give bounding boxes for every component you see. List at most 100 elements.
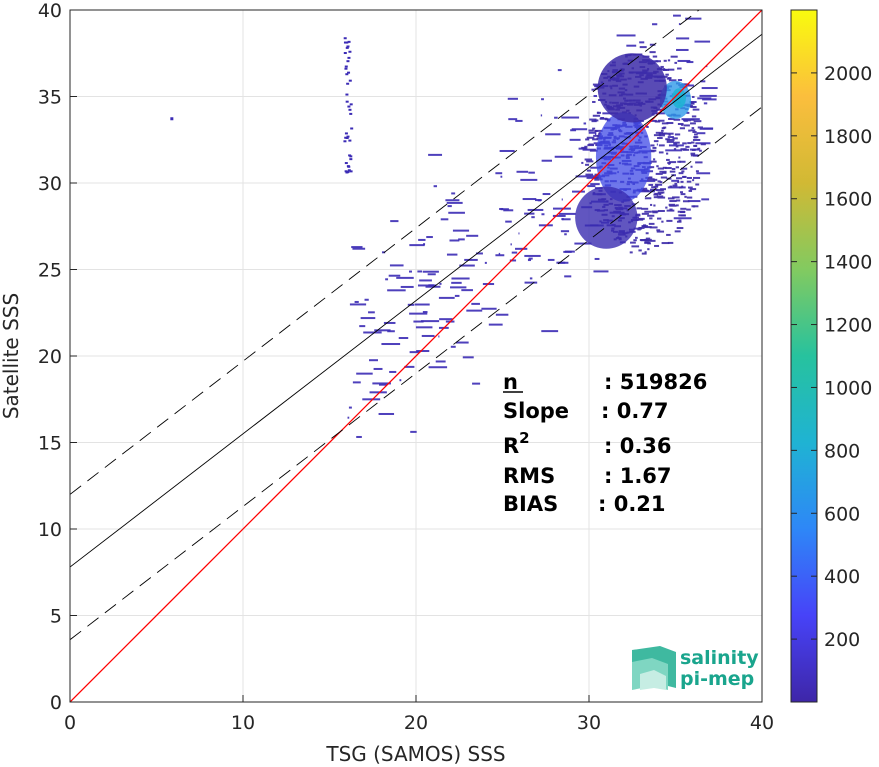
- density-cell: [649, 217, 653, 220]
- density-cell: [591, 88, 595, 91]
- density-streak: [422, 311, 428, 314]
- density-cell: [656, 189, 664, 192]
- density-cell: [348, 139, 352, 142]
- density-streak: [417, 284, 437, 287]
- density-streak: [560, 230, 570, 233]
- density-cell: [349, 112, 353, 115]
- density-streak: [703, 102, 708, 105]
- density-cell: [693, 120, 702, 123]
- density-cell: [657, 196, 666, 199]
- density-streak: [352, 381, 361, 384]
- density-streak: [396, 276, 414, 279]
- density-streak: [426, 236, 433, 239]
- density-cell: [666, 122, 674, 125]
- density-cell: [680, 191, 684, 194]
- density-streak: [421, 334, 435, 337]
- colorbar-tick-label: 800: [824, 440, 860, 462]
- density-cell: [348, 108, 352, 111]
- density-cell: [669, 208, 673, 211]
- density-cell: [635, 213, 641, 216]
- density-cell: [668, 161, 677, 164]
- density-cell: [691, 115, 697, 118]
- density-cell: [641, 207, 649, 210]
- density-streak: [419, 279, 432, 282]
- density-cell: [648, 176, 652, 179]
- density-cell: [666, 132, 674, 135]
- density-cell: [665, 206, 668, 209]
- density-cell: [630, 241, 636, 244]
- y-axis-label: Satellite SSS: [0, 293, 23, 419]
- density-scatter: [170, 14, 718, 438]
- density-cell: [657, 217, 662, 220]
- density-cell: [663, 59, 667, 62]
- density-cell: [585, 138, 590, 141]
- density-cell: [667, 241, 674, 244]
- density-streak: [673, 142, 678, 145]
- density-cell: [347, 71, 351, 74]
- x-tick-label: 20: [404, 712, 428, 734]
- density-streak: [446, 201, 463, 204]
- density-cell: [595, 129, 603, 132]
- density-cell: [690, 152, 696, 155]
- density-cell: [686, 176, 692, 179]
- density-streak: [529, 277, 533, 280]
- density-streak: [557, 69, 562, 72]
- density-cell: [656, 108, 663, 111]
- density-cell: [344, 132, 348, 135]
- density-cell: [598, 132, 601, 135]
- density-cell: [683, 124, 690, 127]
- stat-label: Slope: [503, 399, 569, 423]
- density-cell: [666, 233, 671, 236]
- density-streak: [701, 87, 718, 90]
- y-tick-label: 25: [38, 260, 62, 282]
- density-streak: [699, 94, 717, 97]
- density-streak: [439, 282, 442, 285]
- density-streak: [381, 251, 386, 254]
- density-streak: [352, 247, 366, 250]
- salinity-pi-mep-logo: salinity pi-mep: [632, 646, 759, 690]
- density-streak: [409, 351, 420, 354]
- density-cell: [585, 163, 589, 166]
- density-cell: [692, 108, 700, 111]
- colorbar-tick-label: 1800: [824, 126, 872, 148]
- density-cell: [697, 147, 701, 150]
- density-streak: [364, 298, 369, 301]
- density-streak: [528, 171, 535, 174]
- density-cell: [690, 118, 695, 121]
- density-cell: [635, 236, 638, 239]
- density-cell: [697, 126, 704, 129]
- density-streak: [676, 37, 690, 40]
- density-streak: [415, 326, 433, 329]
- density-streak: [522, 198, 537, 201]
- density-streak: [409, 312, 428, 315]
- density-cell: [589, 118, 597, 121]
- density-cell: [682, 175, 686, 178]
- density-cell: [669, 200, 677, 203]
- density-cell: [637, 228, 641, 231]
- density-streak: [561, 198, 563, 201]
- density-streak: [373, 367, 383, 370]
- density-cell: [680, 180, 684, 183]
- density-streak: [439, 318, 453, 321]
- density-cell: [652, 55, 658, 58]
- density-cell: [650, 144, 655, 147]
- density-cell: [681, 83, 690, 86]
- plot-area: [69, 9, 763, 703]
- density-cell: [633, 239, 637, 242]
- y-tick-label: 15: [38, 433, 62, 455]
- density-streak: [410, 430, 417, 433]
- density-streak: [694, 40, 711, 43]
- density-cell: [643, 189, 650, 192]
- density-cell: [663, 126, 667, 129]
- density-cell: [667, 68, 675, 71]
- colorbar-tick-label: 600: [824, 503, 860, 525]
- density-cell: [659, 170, 667, 173]
- density-cell: [700, 143, 706, 146]
- stat-value: : 519826: [604, 370, 707, 394]
- density-streak: [448, 211, 465, 214]
- density-cell: [677, 79, 683, 82]
- density-cell: [347, 105, 351, 108]
- density-streak: [500, 175, 503, 178]
- density-streak: [505, 220, 512, 223]
- density-cell: [675, 204, 679, 207]
